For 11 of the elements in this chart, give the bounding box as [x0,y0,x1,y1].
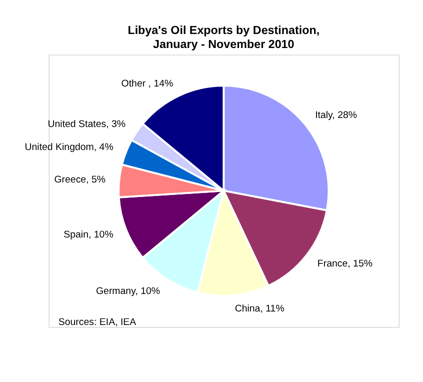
slice-label: Italy, 28% [315,110,358,122]
slice-label: Germany, 10% [96,286,160,297]
slice-label: United States, 3% [48,118,126,130]
slice-label: China, 11% [234,304,285,315]
slice-label: Other , 14% [121,78,174,90]
source-note: Sources: EIA, IEA [58,316,137,328]
slice-label: Spain, 10% [64,229,114,240]
slice-label: United Kingdom, 4% [24,142,114,153]
slice-label: France, 15% [317,258,373,270]
slice-label: Greece, 5% [54,174,106,186]
chart-title: Libya's Oil Exports by Destination, January - November 2010 [128,24,320,51]
